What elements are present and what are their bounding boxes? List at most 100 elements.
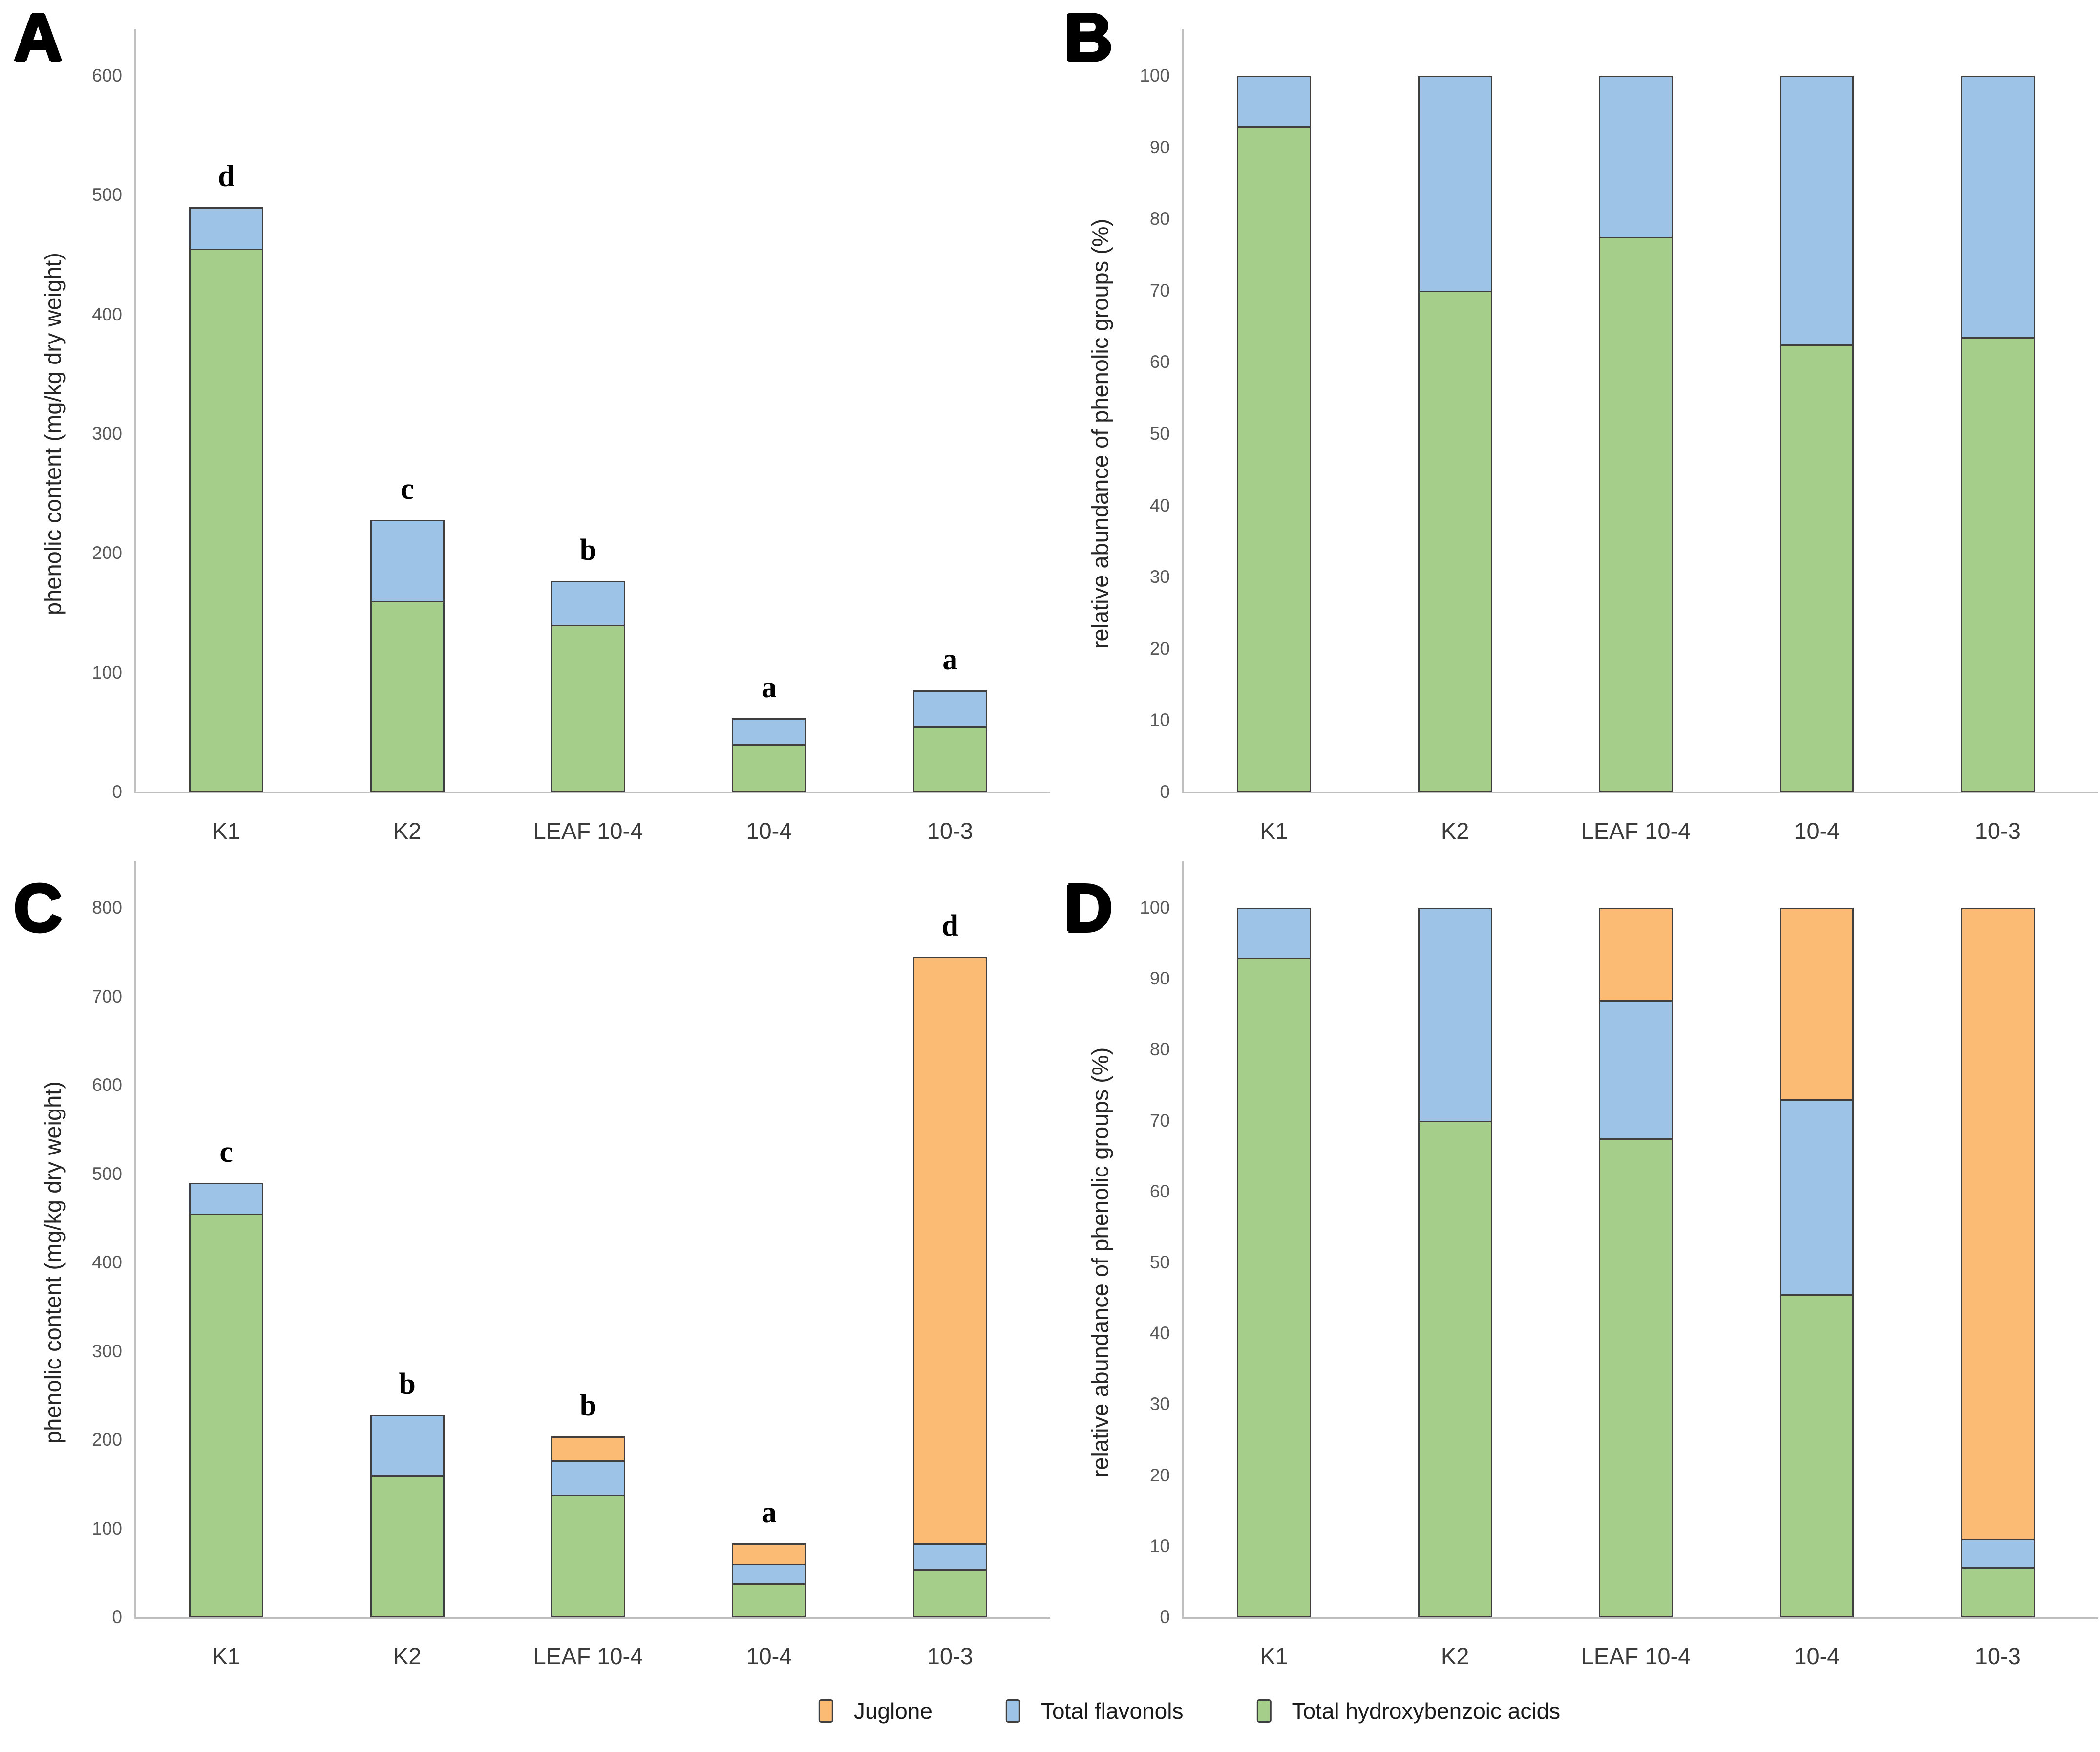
category-label: 10-3 bbox=[1974, 818, 2021, 844]
significance-letter: b bbox=[579, 533, 597, 567]
category-label: LEAF 10-4 bbox=[533, 818, 643, 844]
y-tick-label: 50 bbox=[1149, 1252, 1170, 1272]
panel-d: D relative abundance of phenolic groups … bbox=[1050, 861, 2100, 1686]
category-label: K2 bbox=[393, 1643, 422, 1669]
panel-c-y-axis-line bbox=[134, 861, 136, 1617]
y-tick-label: 800 bbox=[92, 897, 122, 918]
panel-b-plot-area: 0 10 20 30 40 50 60 70 80 90 100 K1 K2 LEAF 10-4 10-4 1… bbox=[1140, 29, 2098, 844]
bar-segment-total-flavonols bbox=[1599, 1000, 1673, 1138]
category-label: 10-4 bbox=[746, 1643, 792, 1669]
bar-segment-juglone bbox=[732, 1543, 806, 1564]
panel-a: A phenolic content (mg/kg dry weight) 0 1… bbox=[0, 0, 1050, 875]
bar-stack bbox=[1237, 76, 1312, 792]
bar-segment-juglone bbox=[1599, 908, 1673, 1000]
y-tick-label: 40 bbox=[1149, 1323, 1170, 1344]
category-label: 10-3 bbox=[927, 1643, 973, 1669]
category-label: LEAF 10-4 bbox=[1581, 818, 1691, 844]
bar-segment-total-flavonols bbox=[912, 690, 987, 726]
significance-letter: d bbox=[941, 909, 959, 942]
bar-segment-total-hydroxybenzoic-acids bbox=[189, 249, 264, 792]
bar-segment-total-flavonols bbox=[912, 1543, 987, 1569]
bar-segment-total-hydroxybenzoic-acids bbox=[912, 726, 987, 792]
significance-letter: a bbox=[942, 643, 958, 677]
significance-letter: a bbox=[761, 670, 777, 704]
y-tick-label: 60 bbox=[1149, 1181, 1170, 1201]
significance-letter: d bbox=[217, 159, 235, 193]
panel-d-x-axis-line bbox=[1182, 1617, 2098, 1619]
panel-a-letter: A bbox=[14, 0, 63, 75]
legend-item-total-flavonols: Total flavonols bbox=[1005, 1698, 1184, 1724]
y-tick-label: 70 bbox=[1149, 1110, 1170, 1131]
bar-segment-total-hydroxybenzoic-acids bbox=[370, 601, 445, 792]
y-tick-label: 60 bbox=[1149, 352, 1170, 372]
category-label: LEAF 10-4 bbox=[1581, 1643, 1691, 1669]
category-label: K2 bbox=[393, 818, 422, 844]
panel-d-letter: D bbox=[1064, 871, 1113, 946]
bar-segment-total-hydroxybenzoic-acids bbox=[189, 1214, 264, 1617]
legend-item-juglone: Juglone bbox=[818, 1698, 933, 1724]
bar-segment-total-flavonols bbox=[551, 580, 625, 625]
bar-stack bbox=[1418, 908, 1492, 1617]
panel-c: C phenolic content (mg/kg dry weight) 0 1… bbox=[0, 861, 1050, 1686]
panel-a-y-axis-title: phenolic content (mg/kg dry weight) bbox=[40, 253, 66, 615]
category-label: K2 bbox=[1441, 818, 1469, 844]
panel-d-y-axis-title: relative abundance of phenolic groups (%… bbox=[1087, 1047, 1113, 1478]
bar-segment-total-flavonols bbox=[732, 1564, 806, 1584]
category-label: 10-4 bbox=[746, 818, 792, 844]
bar-segment-juglone bbox=[912, 956, 987, 1544]
total-flavonols-swatch-icon bbox=[1005, 1699, 1020, 1723]
y-tick-label: 200 bbox=[92, 543, 122, 563]
y-tick-label: 300 bbox=[92, 1341, 122, 1361]
bar-stack bbox=[189, 1182, 264, 1617]
bar-segment-total-hydroxybenzoic-acids bbox=[1960, 337, 2035, 792]
y-tick-label: 0 bbox=[1160, 782, 1170, 802]
figure-legend: Juglone Total flavonols Total hydroxyben… bbox=[818, 1698, 1560, 1724]
bar-stack bbox=[1418, 76, 1492, 792]
y-tick-label: 500 bbox=[92, 1163, 122, 1184]
y-tick-label: 600 bbox=[92, 1075, 122, 1095]
y-tick-label: 20 bbox=[1149, 1465, 1170, 1485]
y-tick-label: 30 bbox=[1149, 1394, 1170, 1414]
bar-segment-total-flavonols bbox=[1237, 76, 1312, 126]
y-tick-label: 70 bbox=[1149, 280, 1170, 300]
bar-stack bbox=[732, 1543, 806, 1617]
bar-segment-total-hydroxybenzoic-acids bbox=[1237, 957, 1312, 1617]
bar-segment-total-flavonols bbox=[1418, 908, 1492, 1121]
panel-b-y-axis-line bbox=[1182, 29, 1184, 792]
y-tick-label: 0 bbox=[1160, 1607, 1170, 1627]
category-label: 10-3 bbox=[1974, 1643, 2021, 1669]
bar-stack bbox=[912, 690, 987, 792]
y-tick-label: 600 bbox=[92, 65, 122, 85]
panel-c-x-axis-line bbox=[134, 1617, 1050, 1619]
y-tick-label: 500 bbox=[92, 185, 122, 205]
legend-label-total-flavonols: Total flavonols bbox=[1040, 1698, 1184, 1724]
y-tick-label: 30 bbox=[1149, 567, 1170, 587]
bar-stack bbox=[551, 1436, 625, 1617]
y-tick-label: 100 bbox=[92, 1518, 122, 1538]
category-label: K1 bbox=[1260, 818, 1288, 844]
y-tick-label: 90 bbox=[1149, 137, 1170, 157]
bar-segment-total-flavonols bbox=[732, 718, 806, 745]
significance-letter: b bbox=[399, 1367, 416, 1401]
y-tick-label: 0 bbox=[112, 1607, 122, 1627]
bar-segment-total-hydroxybenzoic-acids bbox=[1237, 126, 1312, 792]
bar-segment-juglone bbox=[1960, 908, 2035, 1539]
bar-stack bbox=[1599, 76, 1673, 792]
y-tick-label: 90 bbox=[1149, 968, 1170, 989]
bar-segment-total-hydroxybenzoic-acids bbox=[551, 624, 625, 792]
bar-stack bbox=[1960, 76, 2035, 792]
y-tick-label: 80 bbox=[1149, 1039, 1170, 1060]
y-tick-label: 0 bbox=[112, 782, 122, 802]
bar-stack bbox=[370, 519, 445, 792]
y-tick-label: 700 bbox=[92, 986, 122, 1006]
significance-letter: c bbox=[400, 472, 414, 506]
y-tick-label: 100 bbox=[1140, 897, 1170, 918]
bar-stack bbox=[1960, 908, 2035, 1617]
bar-stack bbox=[732, 718, 806, 792]
panel-a-x-axis-line bbox=[134, 792, 1050, 793]
bar-segment-total-hydroxybenzoic-acids bbox=[1418, 1120, 1492, 1617]
panel-a-y-axis-line bbox=[134, 29, 136, 792]
bar-stack bbox=[912, 956, 987, 1617]
significance-letter: b bbox=[579, 1389, 597, 1422]
